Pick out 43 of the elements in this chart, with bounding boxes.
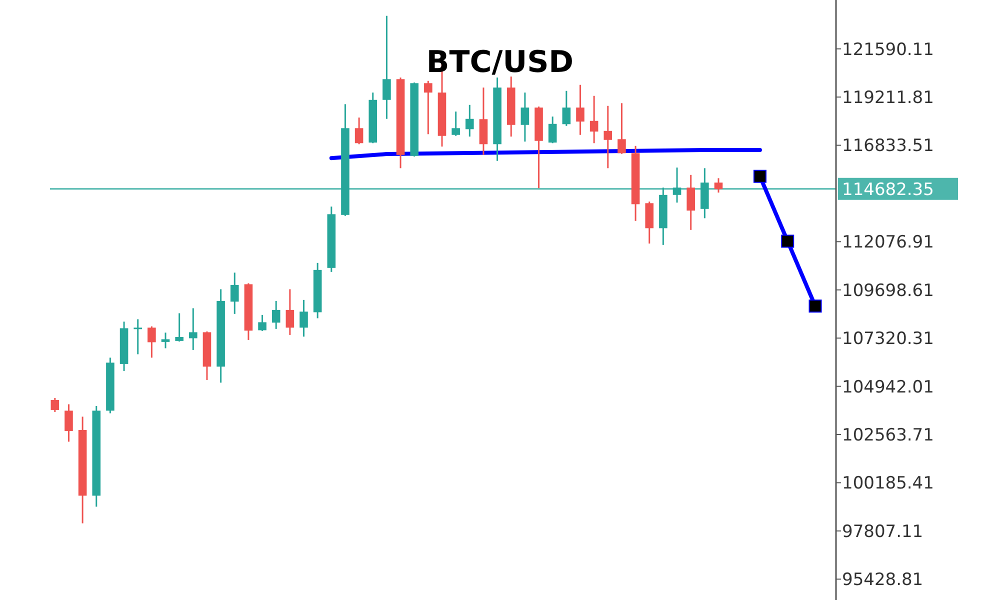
candlestick: [590, 95, 598, 144]
y-tick-label: 100185.41: [842, 474, 934, 494]
candlestick: [286, 288, 294, 336]
y-tick-label: 107320.31: [842, 329, 934, 350]
y-tick-label: 119211.81: [842, 88, 934, 108]
y-tick-label: 102563.71: [842, 425, 934, 446]
candlestick: [548, 116, 557, 144]
candlestick: [618, 102, 626, 155]
candlestick: [576, 84, 584, 136]
candlestick: [672, 166, 682, 204]
y-tick-label: 104942.01: [842, 377, 934, 398]
candlestick: [230, 272, 239, 315]
candlestick: [300, 299, 308, 338]
point: [808, 300, 822, 313]
ref-line-label: 114682.35: [842, 180, 934, 200]
candlestick: [714, 177, 723, 194]
candlestick: [424, 80, 432, 135]
candlestick: [50, 397, 60, 413]
candlestick: [466, 104, 474, 138]
candlestick: [452, 110, 460, 137]
candlestick: [189, 307, 198, 351]
point: [781, 234, 794, 248]
candlestick: [175, 312, 184, 342]
candlestick: [520, 92, 530, 142]
candlestick: [354, 116, 364, 145]
candlestick: [686, 174, 695, 231]
y-tick-label: 112076.91: [842, 232, 934, 253]
y-tick-label: 109698.61: [842, 280, 934, 301]
candlestick: [272, 300, 280, 330]
point: [753, 170, 766, 183]
candlestick: [134, 318, 142, 355]
y-tick-label: 116833.51: [842, 136, 934, 156]
candlestick: [382, 15, 391, 120]
y-tick-label: 97807.11: [842, 522, 924, 542]
candlestick: [258, 314, 266, 332]
text: BTC/USD: [426, 45, 574, 80]
candlestick: [604, 105, 612, 169]
candlestick: [161, 332, 170, 349]
y-tick-label: 95428.81: [842, 570, 924, 590]
y-tick-label: 121590.11: [842, 40, 934, 60]
candlestick: [148, 326, 156, 358]
candlestick: [64, 404, 73, 442]
candlestick: [562, 90, 571, 127]
